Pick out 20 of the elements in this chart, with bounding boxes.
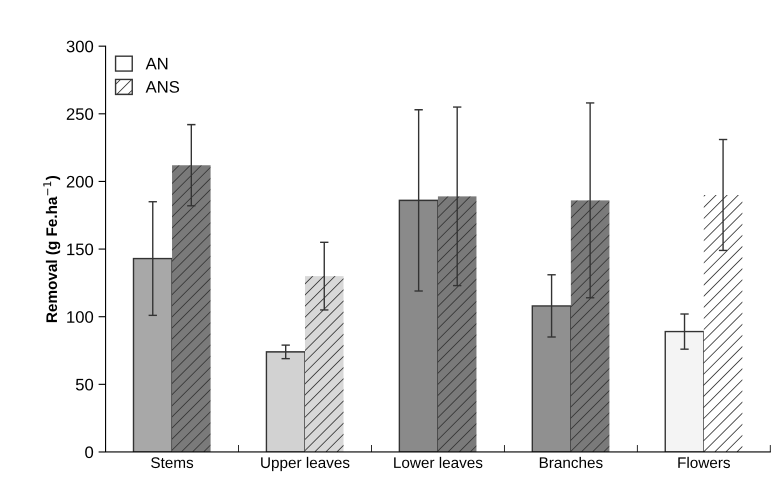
- x-tick-label: Lower leaves: [394, 456, 482, 468]
- x-tick-label: Stems: [151, 457, 194, 468]
- y-tick-label: 100: [67, 311, 94, 323]
- bar: [304, 276, 344, 452]
- x-tick-label: Branches: [540, 456, 603, 468]
- x-tick-label: Flowers: [678, 456, 730, 468]
- y-tick-label: 150: [67, 243, 94, 256]
- legend-label: AN: [146, 58, 168, 70]
- y-tick-label: 0: [85, 446, 94, 458]
- bar: [438, 196, 476, 452]
- y-tick-label: 50: [76, 378, 94, 391]
- bar: [172, 165, 211, 452]
- y-tick-label: 200: [66, 176, 94, 188]
- y-tick-label: 300: [66, 40, 94, 52]
- bar: [704, 194, 742, 452]
- y-axis-title: Removal (g Fe.ha$^{−1}$): [43, 176, 60, 322]
- y-tick-label: 250: [66, 108, 94, 120]
- bar: [570, 200, 610, 452]
- x-tick-label: Upper leaves: [261, 456, 350, 472]
- legend-label: ANS: [146, 80, 180, 93]
